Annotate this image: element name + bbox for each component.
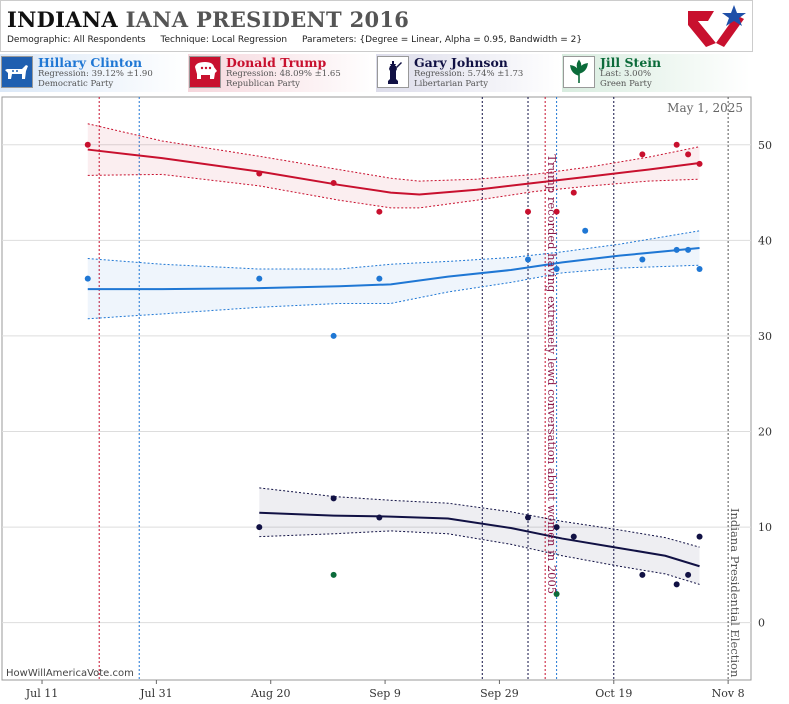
band-lower: [87, 264, 700, 320]
confidence-band: [87, 230, 700, 319]
band-upper: [259, 487, 700, 548]
date-label: May 1, 2025: [667, 101, 743, 115]
poll-point: [639, 571, 646, 578]
poll-point: [330, 495, 337, 502]
poll-point: [330, 571, 337, 578]
candidate-johnson: Gary Johnson Regression: 5.74% ±1.73 Lib…: [376, 54, 562, 92]
poll-point: [376, 514, 383, 521]
candidate-regression: Regression: 39.12% ±1.90: [38, 69, 153, 79]
poll-point: [256, 524, 263, 531]
elephant-icon: [189, 56, 221, 88]
candidate-party: Democratic Party: [38, 79, 114, 89]
poll-point: [553, 266, 560, 273]
poll-point: [673, 141, 680, 148]
liberty-icon: [377, 56, 409, 88]
poll-point: [673, 581, 680, 588]
band-lower: [259, 530, 700, 585]
poll-point: [553, 590, 560, 597]
band-upper: [87, 123, 700, 182]
poll-point: [256, 275, 263, 282]
parameters-label: Parameters: {Degree = Linear, Alpha = 0.…: [302, 35, 583, 45]
candidate-party: Libertarian Party: [414, 79, 489, 89]
y-tick-label: 30: [758, 330, 772, 343]
y-tick-label: 0: [758, 617, 765, 630]
candidate-party: Green Party: [600, 79, 652, 89]
poll-point: [570, 533, 577, 540]
poll-point: [84, 141, 91, 148]
election-annotation: Indiana Presidential Election: [728, 508, 742, 678]
plot-frame: [1, 96, 752, 681]
x-tick-label: Jul 11: [25, 687, 59, 700]
candidate-regression: Last: 3.00%: [600, 69, 652, 79]
trend-line: [259, 511, 700, 568]
poll-point: [639, 151, 646, 158]
poll-point: [696, 160, 703, 167]
band-upper: [87, 230, 700, 270]
event-annotation: Trump recorded having extremely lewd con…: [545, 154, 559, 594]
poll-point: [685, 246, 692, 253]
poll-point: [685, 151, 692, 158]
poll-point: [525, 514, 532, 521]
candidate-regression: Regression: 5.74% ±1.73: [414, 69, 524, 79]
trend-line: [87, 148, 700, 196]
poll-point: [256, 170, 263, 177]
poll-point: [376, 275, 383, 282]
candidate-legend: Hillary Clinton Regression: 39.12% ±1.90…: [0, 54, 789, 94]
poll-point: [639, 256, 646, 263]
candidate-stein: Jill Stein Last: 3.00% Green Party: [562, 54, 750, 92]
poll-chart: 0 10 20 30 40 50 Jul 11 Jul 31 Aug 20 Sep 9 Sep 29…: [1, 96, 772, 700]
poll-point: [376, 208, 383, 215]
donkey-icon: [1, 56, 33, 88]
poll-point: [553, 208, 560, 215]
candidate-party: Republican Party: [226, 79, 300, 89]
confidence-band: [87, 123, 700, 208]
poll-point: [525, 256, 532, 263]
poll-point: [696, 533, 703, 540]
leaf-icon: [563, 56, 595, 88]
candidate-name: Gary Johnson: [414, 55, 508, 70]
candidate-name: Jill Stein: [600, 55, 662, 70]
candidate-name: Hillary Clinton: [38, 55, 143, 70]
candidate-name: Donald Trump: [226, 55, 327, 70]
poll-point: [553, 524, 560, 531]
site-credit: HowWillAmericaVote.com: [6, 668, 134, 679]
poll-point: [685, 571, 692, 578]
parameters-line: Demographic: All Respondents Technique: …: [7, 35, 594, 45]
technique-label: Technique: Local Regression: [160, 35, 288, 45]
y-tick-label: 20: [758, 426, 772, 439]
candidate-trump: Donald Trump Regression: 48.09% ±1.65 Re…: [188, 54, 376, 92]
poll-point: [330, 332, 337, 339]
x-tick-label: Sep 9: [369, 687, 401, 700]
poll-point: [84, 275, 91, 282]
x-tick-label: Oct 19: [595, 687, 632, 700]
candidate-clinton: Hillary Clinton Regression: 39.12% ±1.90…: [0, 54, 188, 92]
poll-point: [330, 180, 337, 187]
x-tick-label: Aug 20: [250, 687, 291, 700]
y-tick-label: 40: [758, 234, 772, 247]
poll-point: [525, 208, 532, 215]
chart-header: INDIANA IANA PRESIDENT 2016 Demographic:…: [0, 0, 753, 52]
x-tick-label: Nov 8: [712, 687, 745, 700]
poll-point: [582, 227, 589, 234]
y-tick-label: 50: [758, 139, 772, 152]
demographic-label: Demographic: All Respondents: [7, 35, 146, 45]
poll-point: [570, 189, 577, 196]
poll-point: [696, 266, 703, 273]
candidate-regression: Regression: 48.09% ±1.65: [226, 69, 341, 79]
title-state: INDIANA: [7, 7, 118, 32]
page-title: INDIANA IANA PRESIDENT 2016: [7, 7, 409, 32]
x-tick-label: Jul 31: [139, 687, 173, 700]
y-tick-label: 10: [758, 521, 772, 534]
title-race: IANA PRESIDENT 2016: [125, 7, 410, 32]
trend-line: [87, 247, 700, 291]
x-tick-label: Sep 29: [480, 687, 519, 700]
site-logo: [688, 5, 746, 47]
poll-point: [673, 246, 680, 253]
